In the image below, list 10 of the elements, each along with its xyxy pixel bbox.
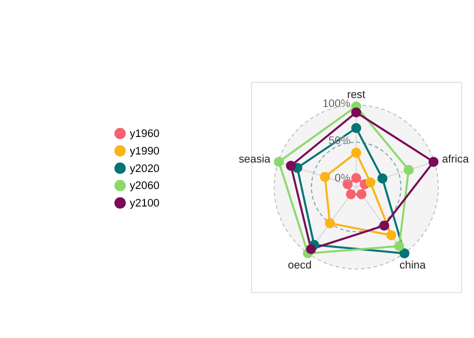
legend-label: y1960 (130, 128, 160, 140)
legend-label: y2020 (130, 162, 160, 175)
spoke-label: seasia (238, 154, 272, 166)
spoke-label: china (400, 259, 427, 272)
y-tick-label: 0% (334, 172, 351, 185)
legend-label: y2060 (130, 180, 160, 192)
legend-label: y1990 (130, 146, 160, 158)
spoke-label: oecd (288, 259, 312, 272)
legend-label: y2100 (130, 198, 160, 210)
spoke-label: africa (442, 154, 470, 166)
